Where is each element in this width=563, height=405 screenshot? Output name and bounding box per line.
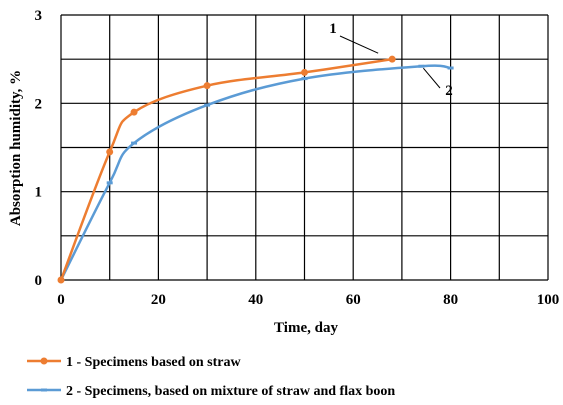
annotation-label-2: 2 (445, 83, 453, 99)
legend-label-2: 2 - Specimens, based on mixture of straw… (66, 384, 395, 399)
data-point-series-1 (301, 68, 308, 76)
x-tick-label: 60 (346, 292, 361, 308)
data-point-series-2 (301, 77, 308, 81)
annotation-label-1: 1 (329, 21, 337, 37)
y-tick-label: 3 (35, 8, 43, 24)
legend-label-1: 1 - Specimens based on straw (66, 355, 242, 370)
series-annotations: 12 (329, 21, 453, 99)
legend-marker-1 (40, 357, 48, 365)
series-layer (57, 55, 454, 284)
y-tick-label: 0 (35, 273, 43, 289)
legend-marker-2 (41, 388, 47, 392)
legend: 1 - Specimens based on straw 2 - Specimen… (27, 355, 395, 399)
annotation-leader-2 (422, 67, 441, 89)
x-axis-title: Time, day (274, 320, 338, 336)
x-tick-label: 40 (248, 292, 263, 308)
data-point-series-2 (447, 66, 454, 70)
y-tick-label: 1 (35, 185, 43, 201)
x-tick-label: 80 (443, 292, 458, 308)
x-tick-label: 20 (151, 292, 166, 308)
data-point-series-2 (418, 64, 425, 68)
data-point-series-2 (204, 103, 211, 107)
data-point-series-1 (203, 82, 211, 90)
data-point-series-2 (106, 181, 113, 185)
plot-grid (60, 14, 549, 281)
annotation-leader-1 (339, 35, 379, 54)
data-point-series-1 (388, 55, 396, 63)
x-tick-label: 0 (57, 292, 65, 308)
y-tick-label: 2 (35, 96, 43, 112)
x-tick-label: 100 (537, 292, 560, 308)
data-point-series-1 (106, 148, 114, 156)
y-axis-title: Absorption humidity, % (8, 70, 24, 226)
data-point-series-1 (130, 108, 138, 116)
data-point-series-1 (57, 276, 65, 284)
data-point-series-2 (131, 141, 138, 145)
series-line-1 (59, 57, 393, 281)
